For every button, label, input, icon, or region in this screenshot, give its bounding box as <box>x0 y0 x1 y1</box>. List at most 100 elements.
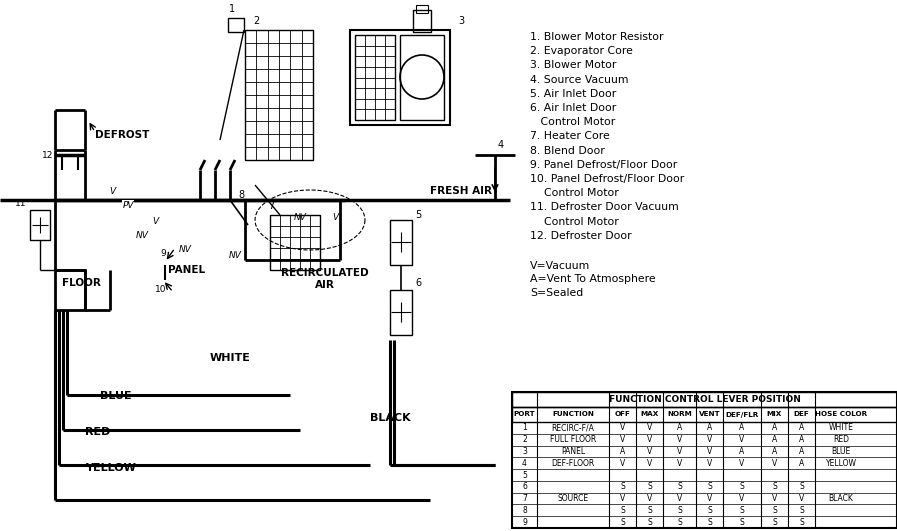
Text: S: S <box>677 506 682 515</box>
Text: 8: 8 <box>238 190 244 200</box>
Text: 11. Defroster Door Vacuum: 11. Defroster Door Vacuum <box>530 202 679 212</box>
Text: S: S <box>707 482 712 491</box>
Text: S: S <box>740 518 745 527</box>
Text: A: A <box>707 423 712 432</box>
Text: V: V <box>739 459 745 468</box>
Text: 3: 3 <box>458 16 464 26</box>
Text: S: S <box>677 482 682 491</box>
Text: 10: 10 <box>155 285 167 294</box>
Text: V: V <box>109 187 115 196</box>
Text: BLUE: BLUE <box>100 391 132 401</box>
Text: FLOOR: FLOOR <box>62 278 100 288</box>
Text: V: V <box>152 218 158 227</box>
Text: A: A <box>739 447 745 456</box>
Text: 1: 1 <box>522 423 527 432</box>
Text: SOURCE: SOURCE <box>557 494 588 503</box>
Text: 1. Blower Motor Resistor: 1. Blower Motor Resistor <box>530 32 664 42</box>
Text: DEF-FLOOR: DEF-FLOOR <box>552 459 595 468</box>
Text: YELLOW: YELLOW <box>85 463 135 473</box>
Text: DEF: DEF <box>794 412 809 417</box>
Text: Control Motor: Control Motor <box>530 188 619 198</box>
Text: S: S <box>772 506 777 515</box>
Text: A: A <box>620 447 625 456</box>
Text: 7. Heater Core: 7. Heater Core <box>530 131 610 141</box>
Text: S: S <box>620 482 625 491</box>
Text: NV: NV <box>293 213 307 222</box>
Text: 6. Air Inlet Door: 6. Air Inlet Door <box>530 103 616 113</box>
Bar <box>245 30 313 160</box>
Text: S: S <box>799 518 804 527</box>
Text: 4. Source Vacuum: 4. Source Vacuum <box>530 74 629 84</box>
Text: V: V <box>739 494 745 503</box>
Text: V: V <box>739 435 745 444</box>
Text: BLACK: BLACK <box>370 413 411 423</box>
Text: NV: NV <box>135 230 148 239</box>
Text: WHITE: WHITE <box>210 353 251 363</box>
Text: 6: 6 <box>522 482 527 491</box>
Text: MIX: MIX <box>767 412 782 417</box>
Text: V: V <box>677 435 682 444</box>
Text: 4: 4 <box>522 459 527 468</box>
Bar <box>228 18 244 32</box>
Text: S: S <box>647 482 652 491</box>
Bar <box>416 5 428 13</box>
Text: V: V <box>620 435 625 444</box>
Text: 4: 4 <box>498 140 504 150</box>
Text: S: S <box>677 518 682 527</box>
Text: Control Motor: Control Motor <box>530 117 615 127</box>
Text: V: V <box>647 447 652 456</box>
Text: 2. Evaporator Core: 2. Evaporator Core <box>530 46 633 56</box>
Text: A=Vent To Atmosphere: A=Vent To Atmosphere <box>530 275 656 285</box>
Text: WHITE: WHITE <box>829 423 853 432</box>
Text: BLACK: BLACK <box>829 494 853 503</box>
Bar <box>512 407 897 422</box>
Text: HOSE COLOR: HOSE COLOR <box>815 412 867 417</box>
Text: RED: RED <box>833 435 849 444</box>
Text: V: V <box>799 494 804 503</box>
Text: S: S <box>707 506 712 515</box>
Text: PANEL: PANEL <box>168 265 205 275</box>
Text: A: A <box>799 423 804 432</box>
Bar <box>30 210 50 240</box>
Text: 3: 3 <box>522 447 527 456</box>
Text: S: S <box>647 518 652 527</box>
Text: 8: 8 <box>522 506 527 515</box>
Text: V: V <box>620 423 625 432</box>
Text: A: A <box>677 423 682 432</box>
Text: PORT: PORT <box>514 412 536 417</box>
Text: 1: 1 <box>229 4 235 14</box>
Text: 9. Panel Defrost/Floor Door: 9. Panel Defrost/Floor Door <box>530 160 677 170</box>
Text: V: V <box>707 494 712 503</box>
Text: FRESH AIR: FRESH AIR <box>430 186 492 196</box>
Text: A: A <box>772 435 777 444</box>
Bar <box>55 270 85 310</box>
Text: S: S <box>772 482 777 491</box>
Text: V: V <box>707 447 712 456</box>
Text: V: V <box>620 494 625 503</box>
Text: FUNCTION CONTROL LEVER POSITION: FUNCTION CONTROL LEVER POSITION <box>608 395 800 404</box>
Bar <box>512 392 897 407</box>
Text: YELLOW: YELLOW <box>825 459 857 468</box>
Text: S: S <box>647 506 652 515</box>
Text: V: V <box>677 459 682 468</box>
Text: 8. Blend Door: 8. Blend Door <box>530 145 605 156</box>
Text: OFF: OFF <box>614 412 631 417</box>
Text: 9: 9 <box>522 518 527 527</box>
Bar <box>270 215 320 270</box>
Text: RECIRCULATED
AIR: RECIRCULATED AIR <box>281 268 369 290</box>
Text: RED: RED <box>85 427 110 437</box>
Text: NV: NV <box>179 245 191 254</box>
Text: V: V <box>332 213 338 222</box>
Bar <box>413 10 431 32</box>
Text: NORM: NORM <box>667 412 692 417</box>
Text: A: A <box>739 423 745 432</box>
Bar <box>350 30 450 125</box>
Text: RECIRC-F/A: RECIRC-F/A <box>552 423 595 432</box>
Text: 7: 7 <box>268 201 274 211</box>
Text: S: S <box>772 518 777 527</box>
Text: 6: 6 <box>415 278 421 288</box>
Text: PANEL: PANEL <box>561 447 585 456</box>
Text: S: S <box>620 518 625 527</box>
Text: A: A <box>772 423 777 432</box>
Text: 10. Panel Defrost/Floor Door: 10. Panel Defrost/Floor Door <box>530 174 684 184</box>
